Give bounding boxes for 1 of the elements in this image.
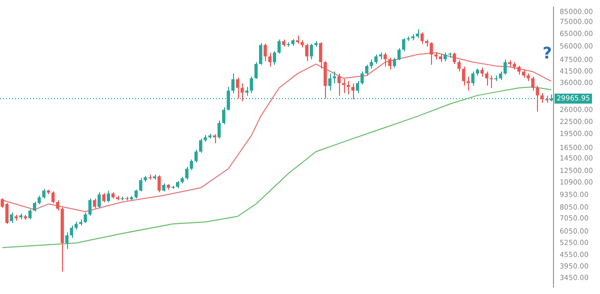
annotation: ?: [542, 44, 552, 63]
